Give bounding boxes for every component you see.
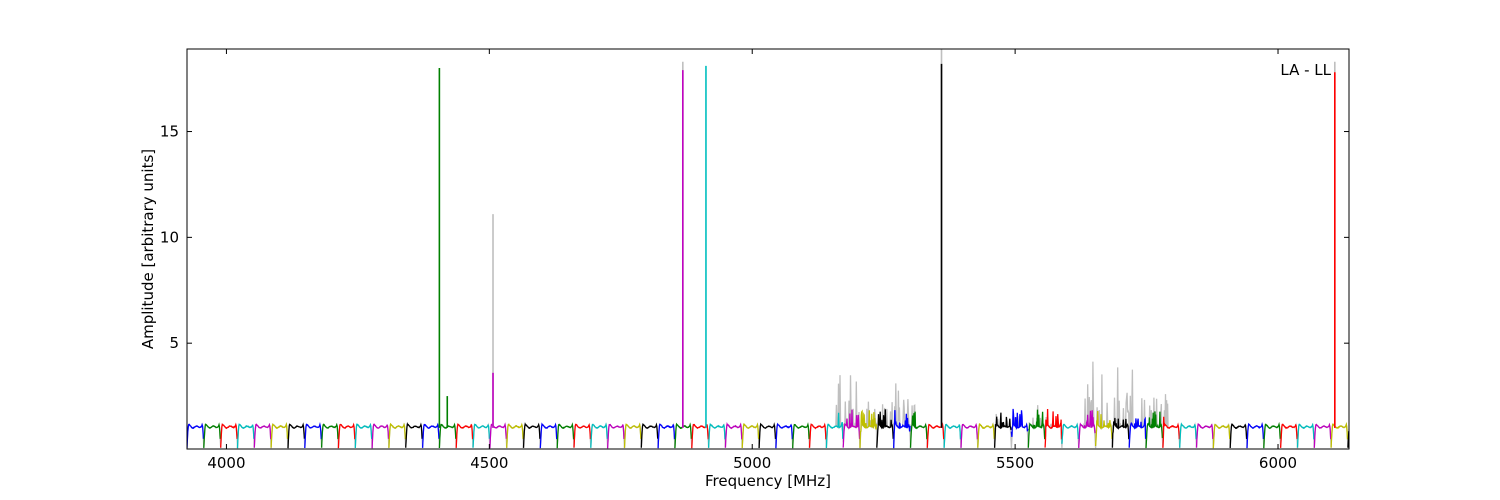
band-trace	[1078, 410, 1096, 448]
band-trace	[640, 422, 659, 448]
band-trace	[792, 422, 810, 449]
band-trace	[707, 422, 726, 448]
band-trace	[304, 422, 322, 449]
x-tick-label: 5000	[733, 454, 771, 472]
plot-layer	[187, 49, 1349, 449]
tick-layer: 4000 4500 5000 5500 6000 5 10 15	[160, 49, 1349, 472]
band-trace	[1279, 423, 1298, 448]
band-trace	[1179, 422, 1197, 448]
axes-frame	[186, 48, 1350, 450]
band-trace	[1246, 421, 1265, 449]
band-trace	[405, 422, 423, 448]
band-trace	[1094, 410, 1113, 447]
band-trace	[623, 422, 642, 448]
band-trace	[556, 422, 575, 449]
y-axis-label: Amplitude [arbitrary units]	[139, 149, 157, 349]
band-trace	[825, 412, 844, 449]
band-trace	[1027, 409, 1046, 448]
band-trace	[203, 422, 221, 448]
band-trace	[1162, 416, 1180, 448]
band-trace	[606, 423, 625, 449]
band-trace	[993, 412, 1012, 448]
band-trace	[775, 422, 793, 449]
band-trace	[859, 409, 878, 448]
band-trace	[590, 422, 608, 448]
band-trace	[876, 409, 894, 448]
band-trace	[808, 422, 827, 448]
band-trace	[1128, 416, 1147, 448]
band-trace	[724, 422, 743, 448]
band-trace	[236, 423, 255, 449]
x-tick-label: 6000	[1259, 454, 1297, 472]
band-trace	[893, 410, 911, 449]
band-trace	[320, 422, 339, 448]
band-trace	[187, 422, 205, 449]
band-trace	[371, 423, 390, 449]
band-trace	[1313, 422, 1332, 448]
band-trace	[657, 423, 676, 449]
band-trace	[421, 422, 440, 448]
band-trace	[1263, 421, 1281, 449]
band-trace	[741, 422, 760, 449]
band-trace	[472, 423, 491, 448]
band-trace	[337, 422, 356, 449]
band-trace	[1145, 411, 1164, 449]
band-trace	[455, 423, 474, 448]
band-trace	[522, 422, 541, 448]
band-trace	[539, 422, 558, 449]
band-trace	[1330, 421, 1349, 448]
band-trace	[909, 411, 928, 448]
band-trace	[1044, 408, 1063, 448]
band-trace	[1010, 408, 1029, 437]
band-trace	[1296, 422, 1315, 448]
band-trace	[1195, 423, 1214, 448]
band-trace	[1229, 423, 1248, 449]
x-axis-label: Frequency [MHz]	[705, 472, 831, 490]
band-trace	[1111, 417, 1130, 448]
band-trace	[842, 409, 861, 448]
band-trace	[977, 422, 995, 448]
baseline-annotation: LA - LL	[1280, 61, 1331, 79]
band-trace	[354, 422, 373, 449]
band-trace	[388, 422, 406, 448]
y-tick-label: 10	[160, 228, 179, 246]
band-trace	[220, 422, 238, 448]
x-tick-label: 4000	[207, 454, 245, 472]
y-tick-label: 15	[160, 123, 179, 141]
band-trace	[1212, 423, 1231, 449]
band-trace	[506, 422, 524, 448]
x-tick-label: 5500	[996, 454, 1034, 472]
band-trace	[270, 421, 289, 448]
band-trace	[943, 423, 962, 448]
x-tick-label: 4500	[470, 454, 508, 472]
band-trace	[758, 422, 777, 449]
band-trace	[573, 423, 592, 448]
y-tick-label: 5	[169, 334, 179, 352]
band-trace	[253, 422, 272, 448]
band-trace	[1061, 422, 1079, 444]
band-trace	[287, 422, 306, 449]
band-trace	[960, 422, 979, 448]
